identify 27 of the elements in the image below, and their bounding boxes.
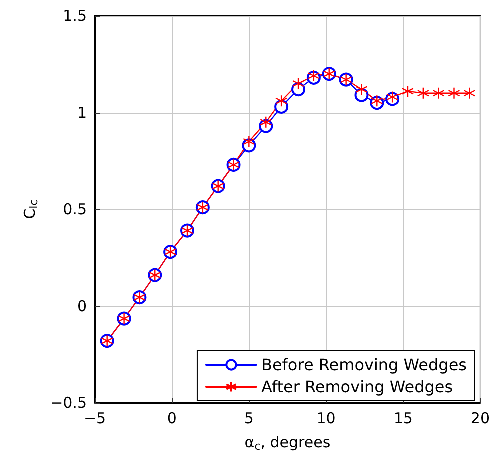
point [386, 91, 399, 104]
y-axis-title: Clc [21, 200, 41, 220]
point [464, 87, 476, 100]
point [308, 70, 320, 82]
point [356, 83, 368, 96]
y-tick-label: 0 [77, 297, 87, 316]
x-tick-label: 15 [394, 410, 413, 428]
x-tick-label: −5 [84, 410, 106, 428]
point [275, 95, 288, 108]
y-tick-label: 1.5 [63, 7, 87, 25]
point [292, 78, 305, 90]
x-tick-label: 10 [316, 410, 336, 428]
point [402, 85, 414, 98]
y-tick-label: 1 [77, 104, 87, 122]
legend-label: After Removing Wedges [261, 378, 454, 396]
point [448, 87, 460, 100]
x-tick-label: 20 [470, 410, 490, 428]
point [432, 87, 445, 100]
y-tick-label: −0.5 [50, 394, 87, 412]
x-tick-label: 5 [244, 410, 254, 428]
point [417, 87, 430, 100]
point [371, 95, 384, 108]
x-tick-label: 0 [167, 410, 177, 428]
point [260, 116, 272, 129]
point [243, 136, 256, 148]
legend-label: Before Removing Wedges [261, 356, 467, 374]
y-tick-label: 0.5 [63, 200, 87, 218]
